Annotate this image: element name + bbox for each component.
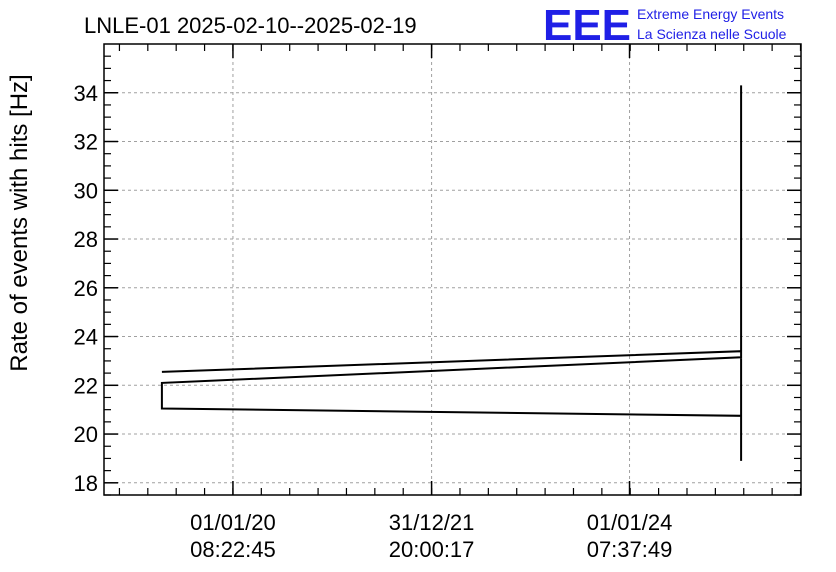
eee-logo: EEE Extreme Energy Events La Scienza nel… bbox=[543, 1, 787, 50]
x-tick-time: 08:22:45 bbox=[190, 537, 276, 562]
x-tick-time: 07:37:49 bbox=[587, 537, 673, 562]
logo-line-1: Extreme Energy Events bbox=[637, 6, 784, 22]
x-tick-date: 01/01/24 bbox=[587, 510, 673, 535]
y-axis-label: Rate of events with hits [Hz] bbox=[6, 74, 33, 371]
y-tick-label: 34 bbox=[74, 81, 98, 106]
y-tick-label: 18 bbox=[74, 471, 98, 496]
series-line bbox=[160, 85, 743, 461]
y-tick-label: 32 bbox=[74, 130, 98, 155]
y-tick-label: 22 bbox=[74, 373, 98, 398]
plot-frame bbox=[103, 43, 802, 496]
logo-mark: EEE bbox=[543, 1, 631, 50]
grid bbox=[104, 44, 801, 495]
y-tick-label: 28 bbox=[74, 227, 98, 252]
x-tick-time: 20:00:17 bbox=[389, 537, 475, 562]
ticks bbox=[104, 44, 802, 496]
y-tick-label: 26 bbox=[74, 276, 98, 301]
x-tick-date: 01/01/20 bbox=[190, 510, 276, 535]
y-tick-label: 24 bbox=[74, 325, 98, 350]
y-tick-labels: 18 20 22 24 26 28 30 32 34 bbox=[74, 81, 98, 496]
y-tick-label: 20 bbox=[74, 422, 98, 447]
series-layer bbox=[160, 85, 743, 461]
chart-title: LNLE-01 2025-02-10--2025-02-19 bbox=[84, 13, 417, 38]
logo-line-2: La Scienza nelle Scuole bbox=[637, 26, 787, 42]
y-tick-label: 30 bbox=[74, 178, 98, 203]
x-tick-date: 31/12/21 bbox=[389, 510, 475, 535]
